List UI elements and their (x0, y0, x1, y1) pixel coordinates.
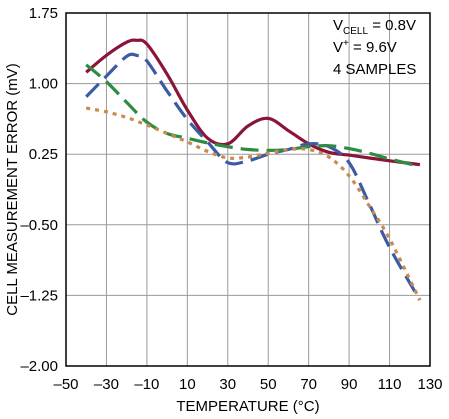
series-line-4 (85, 106, 422, 301)
y-axis-label: CELL MEASUREMENT ERROR (mV) (4, 63, 21, 316)
y-tick-label: –2.00 (20, 358, 58, 375)
annotation-line-2: V+ = 9.6V (333, 38, 397, 56)
x-axis-label: TEMPERATURE (°C) (176, 398, 319, 415)
x-tick-label: 10 (179, 376, 196, 393)
series-line-2 (85, 52, 422, 301)
annotation-line-3: 4 SAMPLES (333, 61, 416, 78)
plot-frame (65, 12, 431, 367)
y-tick-label: 1.75 (29, 5, 58, 22)
y-tick-label: –1.25 (20, 287, 58, 304)
x-tick-label: –10 (134, 376, 159, 393)
x-tick-label: 90 (341, 376, 358, 393)
x-tick-label: 50 (260, 376, 277, 393)
series-layer (85, 38, 422, 301)
x-tick-label: –30 (94, 376, 119, 393)
x-tick-label: 70 (300, 376, 317, 393)
annotation-box: VCELL = 0.8V V+ = 9.6V 4 SAMPLES (333, 17, 416, 78)
x-tick-label: 110 (378, 376, 402, 393)
series-line-1 (85, 38, 421, 167)
y-tick-labels: 1.75 1.00 0.25 –0.50 –1.25 –2.00 (20, 5, 58, 375)
y-tick-label: –0.50 (20, 217, 58, 234)
annotation-line-1: VCELL = 0.8V (333, 17, 416, 37)
x-tick-label: 130 (417, 376, 442, 393)
y-tick-label: 0.25 (29, 146, 58, 163)
series-line-3 (85, 63, 421, 168)
x-tick-label: 30 (219, 376, 236, 393)
x-tick-label: –50 (53, 376, 78, 393)
y-tick-label: 1.00 (29, 76, 58, 93)
x-tick-labels: –50 –30 –10 10 30 50 70 90 110 130 (53, 376, 442, 393)
